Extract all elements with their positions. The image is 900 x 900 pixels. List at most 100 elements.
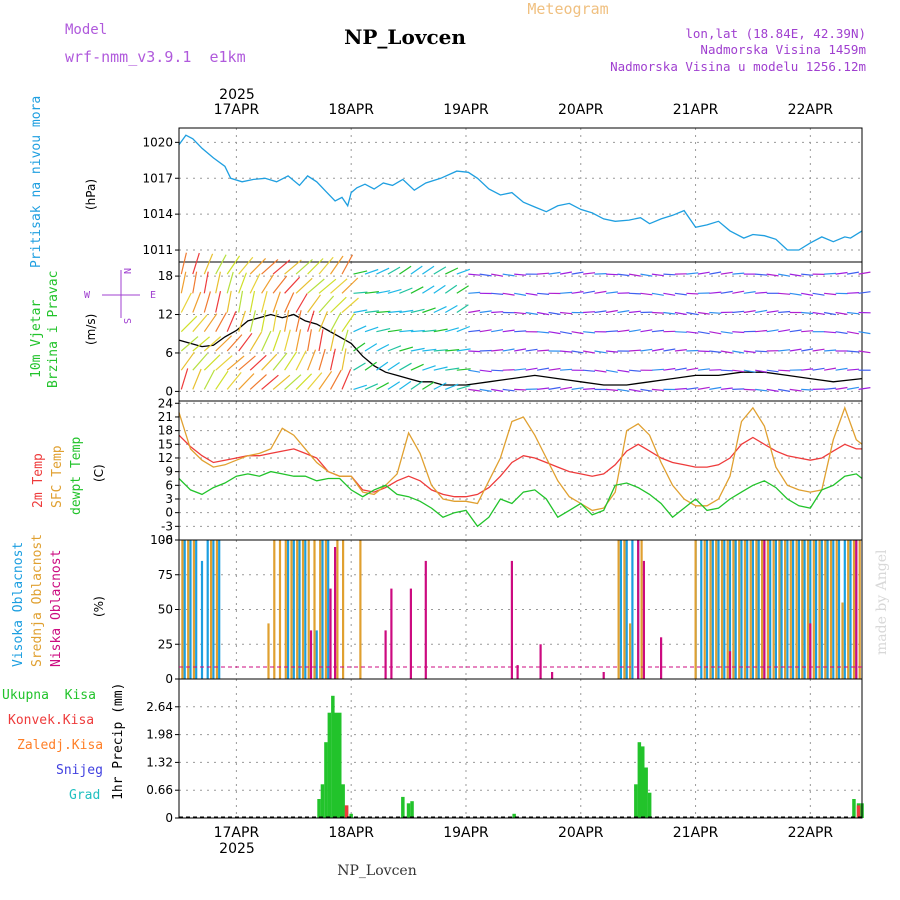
bar-high_cloud (206, 540, 209, 679)
wind-arrow (651, 348, 664, 352)
wind-arrow (295, 373, 313, 390)
wind-arrow (203, 253, 214, 275)
wind-arrow (341, 368, 352, 390)
wind-arrow (548, 331, 561, 335)
wind-arrow (307, 329, 312, 352)
wind-arrow (238, 290, 244, 313)
bar-mid_cloud (192, 540, 195, 679)
wind-arrow (628, 310, 641, 314)
bar-high_cloud (757, 540, 760, 679)
wind-arrow (364, 361, 377, 371)
series-dewpt (178, 470, 863, 528)
wind-arrow (605, 273, 619, 276)
wind-arrow (778, 310, 791, 314)
y-tick-label: 3 (165, 492, 173, 506)
wind-arrow (238, 272, 247, 294)
lonlat-label: lon,lat (18.84E, 42.39N) (685, 26, 866, 41)
wind-arrow (559, 331, 573, 335)
wind-arrow (307, 294, 321, 313)
bar-conv_precip (856, 805, 861, 818)
wind-arrow (709, 271, 722, 275)
wind-arrow (456, 325, 471, 333)
y-tick-label: 100 (150, 533, 173, 547)
bar-high_cloud (843, 540, 846, 679)
wind-arrow (261, 309, 267, 332)
wind-arrow (410, 363, 424, 371)
bar-high_cloud (619, 540, 622, 679)
bar-mid_cloud (801, 540, 804, 679)
wind-arrow (295, 277, 313, 294)
wind-arrow (341, 297, 359, 313)
wind-arrow (628, 329, 641, 333)
wind-arrow (364, 291, 379, 294)
y-tick-label: 0 (165, 672, 173, 686)
bar-high_cloud (797, 540, 800, 679)
wind-arrow (295, 258, 313, 275)
wind-arrow (697, 350, 710, 353)
wind-arrow (456, 348, 471, 352)
panel-frame (178, 400, 863, 541)
bar-mid_cloud (761, 540, 764, 679)
wind-arrow (743, 310, 756, 314)
wind-arrow (537, 387, 550, 390)
wind-arrow (284, 374, 302, 390)
wind-arrow (422, 381, 435, 390)
wind-arrow (640, 329, 653, 333)
wind-arrow (720, 290, 733, 294)
wind-arrow (720, 271, 733, 275)
wind-arrow (491, 292, 504, 295)
wind-arrow (422, 329, 437, 333)
wind-arrow (249, 290, 256, 313)
wind-arrow (686, 311, 699, 316)
wind-arrow (399, 265, 412, 275)
wind-arrow (766, 369, 779, 373)
wind-arrow (307, 278, 325, 294)
bottom-day-label: 21APR (673, 825, 719, 841)
bar-low_cloud (809, 623, 812, 679)
compass-w: W (84, 290, 91, 301)
top-day-label: 19APR (443, 102, 489, 118)
wind-arrow (583, 272, 596, 275)
wind-arrow (674, 292, 687, 296)
wind-arrow (709, 291, 722, 294)
wind-arrow (295, 329, 302, 352)
wind-arrow (537, 272, 550, 275)
wind-arrow (628, 349, 641, 352)
wind-arrow (238, 332, 253, 352)
bar-total_precip (644, 767, 648, 818)
panel-precip: 0 0.66 1.32 1.98 2.64 (146, 678, 864, 825)
wind-arrow (318, 311, 328, 332)
wind-arrow (778, 329, 791, 333)
wind-arrow (537, 292, 550, 295)
bar-mid_cloud (812, 540, 815, 679)
wind-arrow (536, 311, 550, 316)
wind-arrow (479, 273, 492, 277)
wind-arrow (295, 350, 307, 371)
wind-arrow (686, 349, 699, 352)
wind-arrow (789, 348, 802, 352)
wind-arrow (720, 387, 733, 390)
bar-low_cloud (516, 665, 519, 679)
wind-arrow (789, 388, 802, 392)
product-label: Meteogram (527, 0, 608, 18)
wind-arrow (617, 329, 630, 333)
panel-pressure: 1011 1014 1017 1020 (142, 127, 863, 263)
wind-arrow (514, 330, 527, 333)
wind-arrow (583, 311, 596, 314)
wind-arrow (582, 290, 596, 294)
wind-arrow (720, 369, 733, 372)
top-day-label: 20APR (558, 102, 604, 118)
bar-mid_cloud (181, 540, 184, 679)
compass-n: N (121, 268, 132, 274)
bar-mid_cloud (296, 540, 299, 679)
bar-mid_cloud (278, 540, 282, 679)
wind-arrow (858, 291, 871, 294)
wind-arrow (801, 330, 814, 333)
elevation-label: Nadmorska Visina 1459m (700, 42, 866, 57)
wind-arrow (399, 309, 414, 314)
wind-arrow (525, 348, 538, 352)
wind-arrow (801, 273, 814, 276)
wind-arrow (318, 295, 335, 313)
wind-arrow (491, 388, 504, 392)
wind-arrow (456, 304, 469, 313)
